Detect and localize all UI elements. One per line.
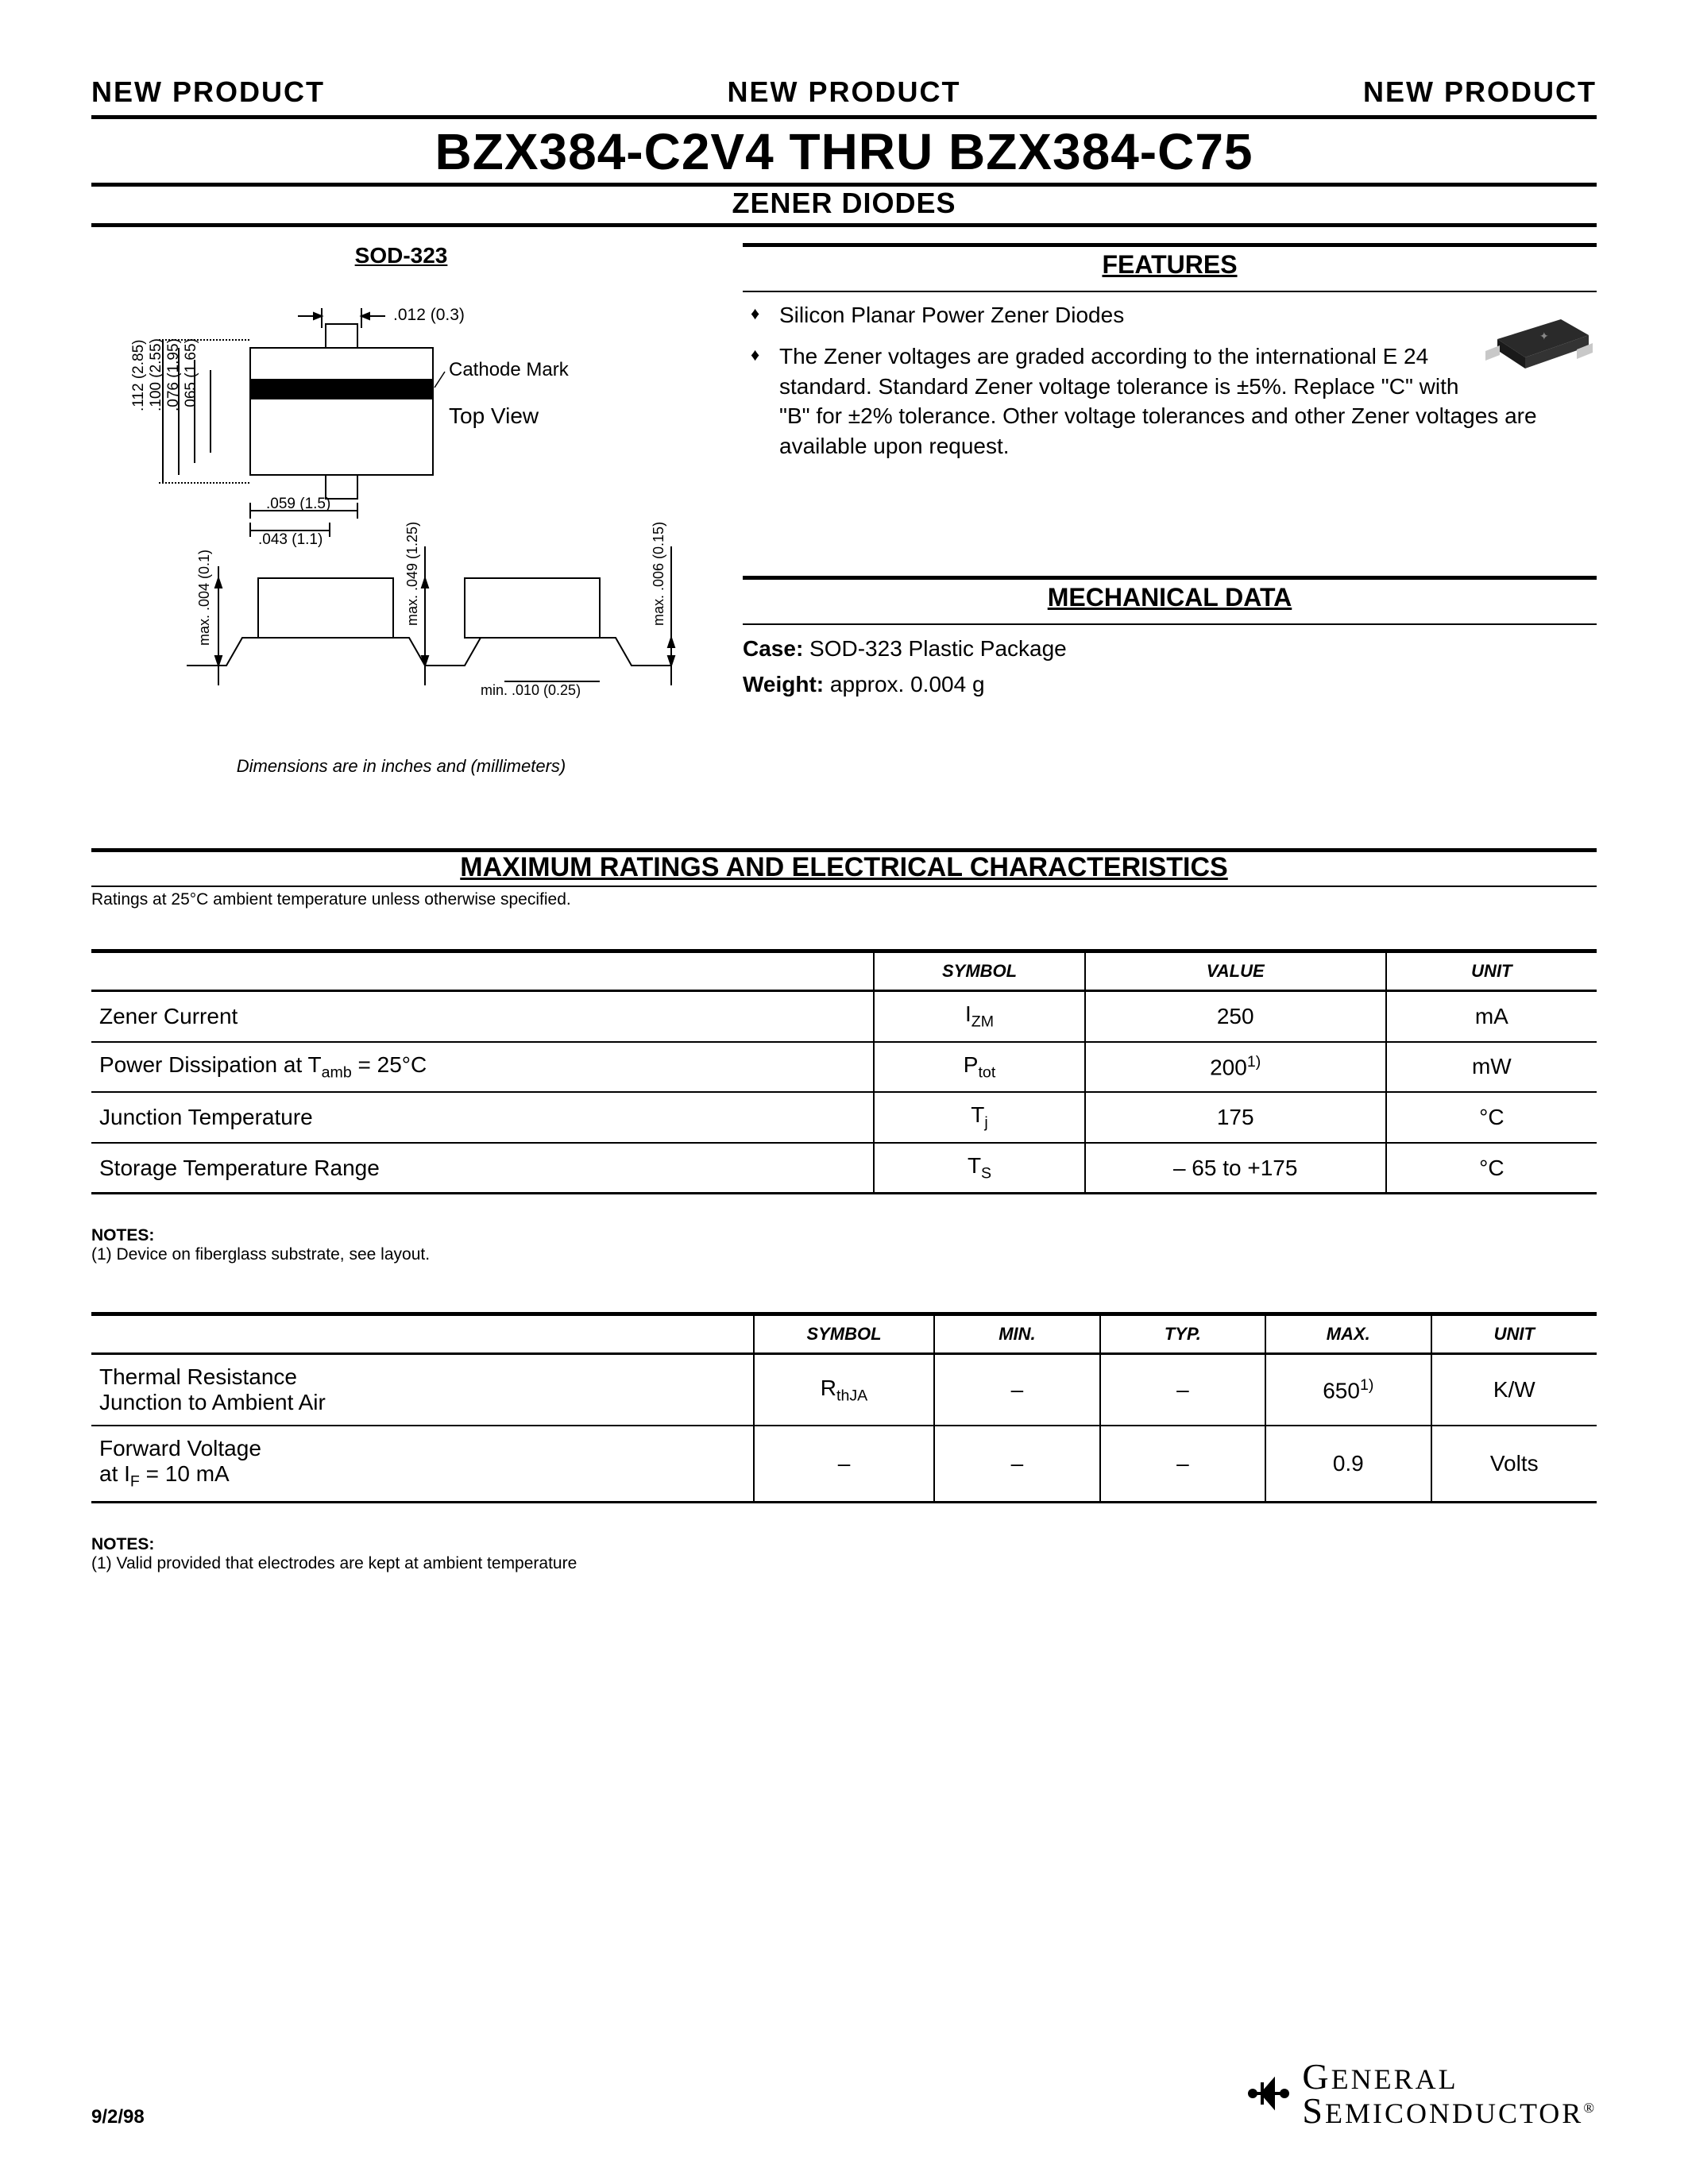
param-cell: Zener Current bbox=[91, 991, 874, 1042]
table-row: Zener CurrentIZM250mA bbox=[91, 991, 1597, 1042]
notes-1-text: (1) Device on fiberglass substrate, see … bbox=[91, 1245, 1597, 1264]
table-header: UNIT bbox=[1386, 951, 1597, 991]
rule-top bbox=[91, 115, 1597, 119]
unit-cell: °C bbox=[1386, 1143, 1597, 1194]
features-list: Silicon Planar Power Zener Diodes The Ze… bbox=[743, 300, 1597, 461]
table-header bbox=[91, 1314, 754, 1354]
rule-under-subtitle bbox=[91, 223, 1597, 227]
table-header: UNIT bbox=[1431, 1314, 1597, 1354]
notes-2-text: (1) Valid provided that electrodes are k… bbox=[91, 1554, 1597, 1573]
table-header: VALUE bbox=[1085, 951, 1386, 991]
diagram-caption: Dimensions are in inches and (millimeter… bbox=[91, 756, 711, 777]
svg-text:min. .010 (0.25): min. .010 (0.25) bbox=[481, 682, 581, 698]
ratings-subnote: Ratings at 25°C ambient temperature unle… bbox=[91, 890, 1597, 909]
min-cell: – bbox=[934, 1354, 1099, 1426]
table-row: Storage Temperature RangeTS– 65 to +175°… bbox=[91, 1143, 1597, 1194]
svg-text:max. .004 (0.1): max. .004 (0.1) bbox=[196, 550, 212, 646]
footer-date: 9/2/98 bbox=[91, 2106, 145, 2128]
min-cell: – bbox=[934, 1426, 1099, 1502]
value-cell: – 65 to +175 bbox=[1085, 1143, 1386, 1194]
mech-weight: Weight: approx. 0.004 g bbox=[743, 669, 1597, 700]
value-cell: 250 bbox=[1085, 991, 1386, 1042]
mech-case: Case: SOD-323 Plastic Package bbox=[743, 633, 1597, 664]
notes-2-heading: NOTES: bbox=[91, 1535, 1597, 1554]
max-cell: 6501) bbox=[1265, 1354, 1431, 1426]
unit-cell: mW bbox=[1386, 1042, 1597, 1093]
logo-reg: ® bbox=[1583, 2100, 1597, 2116]
header-center: NEW PRODUCT bbox=[728, 75, 961, 109]
param-cell: Junction Temperature bbox=[91, 1092, 874, 1143]
features-heading: FEATURES bbox=[743, 250, 1597, 280]
cathode-label: Cathode Mark bbox=[449, 359, 570, 380]
table-header: MIN. bbox=[934, 1314, 1099, 1354]
mechanical-heading: MECHANICAL DATA bbox=[743, 583, 1597, 612]
svg-text:max. .049 (1.25): max. .049 (1.25) bbox=[404, 522, 420, 626]
ratings-table-2: SYMBOLMIN.TYP.MAX.UNIT Thermal Resistance… bbox=[91, 1312, 1597, 1503]
param-cell: Storage Temperature Range bbox=[91, 1143, 874, 1194]
unit-cell: °C bbox=[1386, 1092, 1597, 1143]
table-header: SYMBOL bbox=[754, 1314, 934, 1354]
max-cell: 0.9 bbox=[1265, 1426, 1431, 1502]
ratings-table-1: SYMBOLVALUEUNITZener CurrentIZM250mAPowe… bbox=[91, 949, 1597, 1194]
mech-case-value: SOD-323 Plastic Package bbox=[809, 636, 1067, 661]
ratings-section: MAXIMUM RATINGS AND ELECTRICAL CHARACTER… bbox=[91, 848, 1597, 1573]
dim-lead-width: .012 (0.3) bbox=[393, 306, 465, 324]
notes-1: NOTES: (1) Device on fiberglass substrat… bbox=[91, 1226, 1597, 1264]
table-header: TYP. bbox=[1100, 1314, 1265, 1354]
unit-cell: K/W bbox=[1431, 1354, 1597, 1426]
notes-2: NOTES: (1) Valid provided that electrode… bbox=[91, 1535, 1597, 1573]
param-cell: Forward Voltageat IF = 10 mA bbox=[91, 1426, 754, 1502]
header-banner: NEW PRODUCT NEW PRODUCT NEW PRODUCT bbox=[91, 75, 1597, 109]
typ-cell: – bbox=[1100, 1426, 1265, 1502]
footer: 9/2/98 GGeneralENERAL SEMICONDUCTOR® bbox=[91, 2059, 1597, 2128]
table-header bbox=[91, 951, 874, 991]
value-cell: 2001) bbox=[1085, 1042, 1386, 1093]
svg-text:.112 (2.85): .112 (2.85) bbox=[130, 340, 147, 411]
mech-case-label: Case: bbox=[743, 636, 803, 661]
symbol-cell: TS bbox=[874, 1143, 1084, 1194]
table-row: Junction TemperatureTj175°C bbox=[91, 1092, 1597, 1143]
unit-cell: Volts bbox=[1431, 1426, 1597, 1502]
company-logo: GGeneralENERAL SEMICONDUCTOR® bbox=[1243, 2059, 1597, 2128]
symbol-cell: RthJA bbox=[754, 1354, 934, 1426]
svg-text:.059 (1.5): .059 (1.5) bbox=[266, 496, 330, 512]
right-panel: FEATURES ✦ Silicon Planar Power Zener Di… bbox=[743, 243, 1597, 777]
svg-text:.043 (1.1): .043 (1.1) bbox=[258, 531, 323, 548]
package-label: SOD-323 bbox=[91, 243, 711, 268]
table-row: Thermal ResistanceJunction to Ambient Ai… bbox=[91, 1354, 1597, 1426]
mech-weight-label: Weight: bbox=[743, 672, 824, 696]
package-diagram: .012 (0.3) Cathode Mark Top View .112 (2… bbox=[91, 284, 711, 745]
page-title: BZX384-C2V4 THRU BZX384-C75 bbox=[91, 122, 1597, 181]
ratings-heading: MAXIMUM RATINGS AND ELECTRICAL CHARACTER… bbox=[91, 852, 1597, 883]
param-cell: Thermal ResistanceJunction to Ambient Ai… bbox=[91, 1354, 754, 1426]
table-header: SYMBOL bbox=[874, 951, 1084, 991]
symbol-cell: IZM bbox=[874, 991, 1084, 1042]
svg-text:.065 (1.65): .065 (1.65) bbox=[183, 338, 199, 411]
svg-text:.100 (2.55): .100 (2.55) bbox=[148, 338, 164, 411]
svg-text:max. .006 (0.15): max. .006 (0.15) bbox=[651, 522, 666, 626]
symbol-cell: Ptot bbox=[874, 1042, 1084, 1093]
feature-item: Silicon Planar Power Zener Diodes bbox=[751, 300, 1597, 330]
table-row: Power Dissipation at Tamb = 25°CPtot2001… bbox=[91, 1042, 1597, 1093]
logo-icon bbox=[1243, 2068, 1294, 2119]
symbol-cell: – bbox=[754, 1426, 934, 1502]
unit-cell: mA bbox=[1386, 991, 1597, 1042]
package-diagram-panel: SOD-323 bbox=[91, 243, 711, 777]
value-cell: 175 bbox=[1085, 1092, 1386, 1143]
typ-cell: – bbox=[1100, 1354, 1265, 1426]
page-subtitle: ZENER DIODES bbox=[91, 187, 1597, 220]
topview-label: Top View bbox=[449, 403, 539, 428]
svg-text:✦: ✦ bbox=[1539, 330, 1549, 342]
header-right: NEW PRODUCT bbox=[1363, 75, 1597, 109]
table-header: MAX. bbox=[1265, 1314, 1431, 1354]
notes-1-heading: NOTES: bbox=[91, 1226, 1597, 1245]
table-row: Forward Voltageat IF = 10 mA–––0.9Volts bbox=[91, 1426, 1597, 1502]
param-cell: Power Dissipation at Tamb = 25°C bbox=[91, 1042, 874, 1093]
feature-item: The Zener voltages are graded according … bbox=[751, 341, 1597, 461]
svg-text:.076 (1.95): .076 (1.95) bbox=[165, 338, 182, 411]
header-left: NEW PRODUCT bbox=[91, 75, 325, 109]
mech-weight-value: approx. 0.004 g bbox=[830, 672, 985, 696]
symbol-cell: Tj bbox=[874, 1092, 1084, 1143]
